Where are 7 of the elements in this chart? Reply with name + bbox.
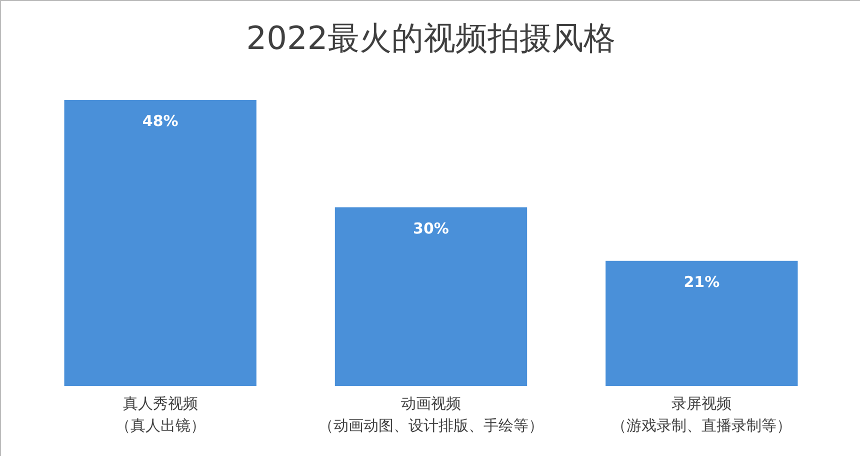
x-tick-label: 真人秀视频（真人出镜）	[115, 394, 206, 434]
data-label: 48%	[142, 112, 178, 130]
x-tick-label: 录屏视频（游戏录制、直播录制等）	[612, 394, 792, 434]
data-label: 21%	[684, 272, 720, 291]
chart-title: 2022最火的视频拍摄风格	[246, 19, 616, 57]
x-tick-label: 动画视频（动画动图、设计排版、手绘等）	[318, 394, 544, 434]
data-label: 30%	[413, 219, 449, 238]
